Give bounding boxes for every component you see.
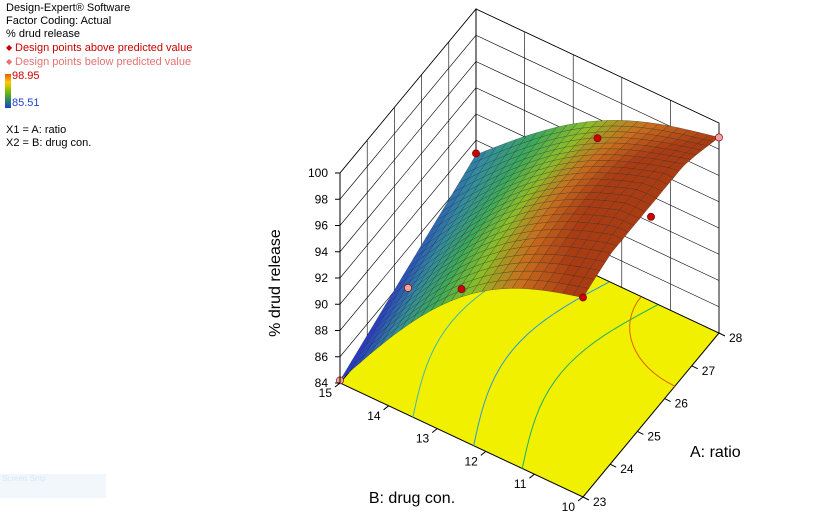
x-tick	[664, 398, 671, 403]
x-axis-label: A: ratio	[690, 444, 741, 461]
x-tick	[718, 332, 726, 337]
y-axis-label: B: drug con.	[369, 490, 455, 507]
y-tick-label: 13	[416, 432, 430, 446]
legend-above-label: Design points above predicted value	[15, 42, 193, 54]
design-point	[593, 134, 602, 143]
y-tick-label: 10	[562, 500, 576, 514]
y-tick	[334, 382, 341, 388]
y-tick	[383, 405, 389, 411]
design-point	[647, 212, 655, 221]
legend-below-label: Design points below predicted value	[15, 56, 192, 68]
wall-grid-line	[339, 34, 720, 200]
z-tick-label: 96	[315, 219, 329, 233]
response-name: % drud release	[6, 28, 80, 40]
x-tick	[609, 463, 617, 468]
screen-snip-overlay: Screen Snip	[0, 474, 106, 498]
y-tick	[529, 473, 535, 479]
software-name: Design-Expert® Software	[6, 2, 131, 14]
below-point-icon: ◆	[6, 57, 13, 66]
y-tick	[480, 451, 487, 456]
x-tick-label: 27	[702, 364, 716, 378]
y-tick	[577, 496, 584, 502]
z-tick-label: 84	[315, 376, 329, 390]
color-scale-max: 98.95	[12, 70, 40, 82]
above-point-icon: ◆	[6, 43, 13, 52]
x-tick	[691, 365, 699, 370]
surface-patch	[572, 286, 589, 298]
z-tick-label: 94	[315, 245, 329, 259]
legend-above: ◆ Design points above predicted value	[6, 41, 192, 55]
y-tick-label: 12	[464, 454, 478, 468]
design-point	[579, 293, 587, 302]
design-point	[472, 149, 480, 158]
z-tick-label: 90	[315, 297, 329, 311]
x-tick	[637, 430, 644, 435]
x-tick-label: 24	[620, 462, 634, 476]
factor-map: X1 = A: ratio X2 = B: drug con.	[6, 124, 91, 150]
snip-text: Screen Snip	[2, 474, 46, 483]
z-tick-label: 92	[315, 271, 329, 285]
floor-contour	[629, 296, 676, 387]
z-tick-label: 86	[315, 350, 329, 364]
x-tick-label: 26	[675, 397, 689, 411]
info-panel: Design-Expert® Software Factor Coding: A…	[6, 2, 192, 69]
y-tick	[431, 428, 438, 433]
design-point	[457, 285, 466, 293]
floor-contour	[521, 304, 659, 469]
x-tick-label: 25	[647, 429, 661, 443]
design-point	[715, 133, 723, 142]
z-axis-label: % drud release	[267, 229, 284, 337]
floor-contour	[473, 281, 610, 446]
design-point	[404, 283, 412, 292]
y-tick-label: 11	[514, 477, 527, 491]
factor-x1: X1 = A: ratio	[6, 124, 67, 136]
z-tick-label: 88	[315, 324, 329, 338]
x-tick-label: 23	[593, 495, 607, 509]
color-scale-min: 85.51	[12, 97, 40, 109]
z-tick-label: 98	[315, 192, 329, 206]
y-tick-label: 15	[319, 386, 333, 400]
color-scale-bar	[5, 74, 11, 108]
x-tick-label: 28	[729, 331, 743, 345]
z-tick-label: 100	[308, 166, 328, 180]
factor-x2: X2 = B: drug con.	[6, 137, 92, 149]
y-tick-label: 14	[367, 409, 381, 423]
x-tick	[582, 496, 590, 501]
legend-below: ◆ Design points below predicted value	[6, 55, 192, 69]
factor-coding: Factor Coding: Actual	[6, 15, 112, 27]
wall-grid-line	[339, 8, 720, 174]
